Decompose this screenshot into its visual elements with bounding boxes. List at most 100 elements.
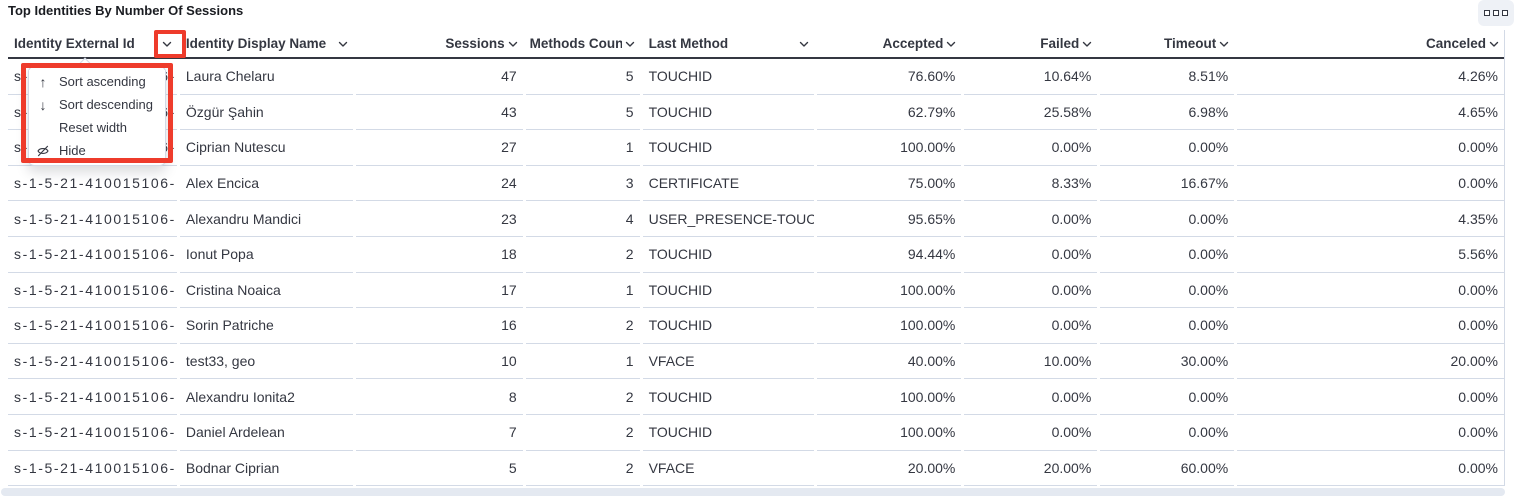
cell-failed[interactable]: 0.00%	[964, 379, 1098, 415]
cell-last_method[interactable]: VFACE	[642, 344, 815, 380]
cell-methods_count[interactable]: 1	[525, 130, 640, 166]
column-header-methods-count[interactable]: Methods Count	[526, 30, 640, 57]
cell-methods_count[interactable]: 1	[525, 273, 640, 309]
cell-failed[interactable]: 0.00%	[964, 308, 1098, 344]
cell-identity_display_name[interactable]: Ionut Popa	[179, 237, 353, 273]
cell-identity_external_id[interactable]: s-1-5-21-410015106-	[8, 415, 177, 451]
column-header-accepted[interactable]: Accepted	[817, 30, 961, 57]
cell-identity_external_id[interactable]: s-1-5-21-410015106-	[8, 344, 177, 380]
cell-accepted[interactable]: 100.00%	[817, 415, 962, 451]
cell-methods_count[interactable]: 2	[525, 415, 640, 451]
cell-methods_count[interactable]: 5	[525, 59, 640, 95]
chevron-down-icon[interactable]	[1488, 38, 1500, 50]
chevron-down-icon[interactable]	[624, 38, 636, 50]
cell-sessions[interactable]: 10	[355, 344, 523, 380]
chevron-down-icon[interactable]	[798, 38, 810, 50]
cell-identity_external_id[interactable]: s-1-5-21-410015106-	[8, 273, 177, 309]
cell-last_method[interactable]: TOUCHID	[642, 237, 815, 273]
cell-identity_external_id[interactable]: s-1-5-21-410015106-	[8, 201, 177, 237]
cell-identity_display_name[interactable]: Bodnar Ciprian	[179, 451, 353, 487]
cell-timeout[interactable]: 6.98%	[1100, 95, 1235, 131]
cell-canceled[interactable]: 0.00%	[1237, 415, 1504, 451]
cell-failed[interactable]: 0.00%	[964, 237, 1098, 273]
menu-item-sort-descending[interactable]: ↓ Sort descending	[29, 93, 165, 116]
cell-accepted[interactable]: 100.00%	[817, 308, 962, 344]
cell-failed[interactable]: 0.00%	[964, 130, 1098, 166]
cell-identity_external_id[interactable]: s-1-5-21-410015106-	[8, 308, 177, 344]
cell-canceled[interactable]: 0.00%	[1237, 308, 1504, 344]
cell-timeout[interactable]: 0.00%	[1100, 415, 1235, 451]
cell-failed[interactable]: 0.00%	[964, 415, 1098, 451]
cell-timeout[interactable]: 0.00%	[1100, 273, 1235, 309]
cell-last_method[interactable]: CERTIFICATE	[642, 166, 815, 202]
cell-timeout[interactable]: 30.00%	[1100, 344, 1235, 380]
cell-failed[interactable]: 8.33%	[964, 166, 1098, 202]
cell-sessions[interactable]: 23	[355, 201, 523, 237]
menu-item-reset-width[interactable]: Reset width	[29, 116, 165, 139]
chevron-down-icon[interactable]	[507, 38, 519, 50]
cell-last_method[interactable]: TOUCHID	[642, 130, 815, 166]
cell-failed[interactable]: 10.00%	[964, 344, 1098, 380]
cell-identity_external_id[interactable]: s-1-5-21-410015106-	[8, 451, 177, 487]
cell-methods_count[interactable]: 2	[525, 237, 640, 273]
cell-canceled[interactable]: 0.00%	[1237, 379, 1504, 415]
cell-last_method[interactable]: TOUCHID	[642, 379, 815, 415]
menu-item-sort-ascending[interactable]: ↑ Sort ascending	[29, 70, 165, 93]
cell-timeout[interactable]: 8.51%	[1100, 59, 1235, 95]
cell-last_method[interactable]: USER_PRESENCE-TOUC	[642, 201, 815, 237]
chevron-down-icon[interactable]	[945, 38, 957, 50]
cell-failed[interactable]: 0.00%	[964, 273, 1098, 309]
cell-identity_display_name[interactable]: Alexandru Ionita2	[179, 379, 353, 415]
cell-timeout[interactable]: 0.00%	[1100, 201, 1235, 237]
cell-accepted[interactable]: 40.00%	[817, 344, 962, 380]
cell-last_method[interactable]: TOUCHID	[642, 273, 815, 309]
cell-sessions[interactable]: 43	[355, 95, 523, 131]
cell-last_method[interactable]: TOUCHID	[642, 308, 815, 344]
cell-failed[interactable]: 0.00%	[964, 201, 1098, 237]
cell-methods_count[interactable]: 1	[525, 344, 640, 380]
cell-identity_external_id[interactable]: s-1-5-21-410015106-	[8, 166, 177, 202]
cell-methods_count[interactable]: 4	[525, 201, 640, 237]
cell-canceled[interactable]: 5.56%	[1237, 237, 1504, 273]
cell-canceled[interactable]: 0.00%	[1237, 451, 1504, 487]
cell-sessions[interactable]: 17	[355, 273, 523, 309]
horizontal-scrollbar[interactable]	[1, 488, 1505, 496]
cell-identity_display_name[interactable]: Laura Chelaru	[179, 59, 353, 95]
cell-identity_display_name[interactable]: Sorin Patriche	[179, 308, 353, 344]
cell-last_method[interactable]: TOUCHID	[642, 59, 815, 95]
cell-accepted[interactable]: 95.65%	[817, 201, 962, 237]
cell-canceled[interactable]: 4.65%	[1237, 95, 1504, 131]
cell-last_method[interactable]: TOUCHID	[642, 415, 815, 451]
cell-accepted[interactable]: 62.79%	[817, 95, 962, 131]
column-header-identity-display-name[interactable]: Identity Display Name	[180, 30, 353, 57]
cell-timeout[interactable]: 0.00%	[1100, 237, 1235, 273]
menu-item-hide[interactable]: Hide	[29, 139, 165, 162]
cell-identity_display_name[interactable]: test33, geo	[179, 344, 353, 380]
chevron-down-icon[interactable]	[1081, 38, 1093, 50]
column-header-failed[interactable]: Failed	[964, 30, 1097, 57]
cell-methods_count[interactable]: 3	[525, 166, 640, 202]
cell-timeout[interactable]: 0.00%	[1100, 308, 1235, 344]
cell-sessions[interactable]: 8	[355, 379, 523, 415]
cell-canceled[interactable]: 0.00%	[1237, 273, 1504, 309]
chevron-down-icon[interactable]	[161, 38, 173, 50]
cell-identity_display_name[interactable]: Özgür Şahin	[179, 95, 353, 131]
cell-timeout[interactable]: 0.00%	[1100, 130, 1235, 166]
column-header-timeout[interactable]: Timeout	[1100, 30, 1234, 57]
cell-last_method[interactable]: TOUCHID	[642, 95, 815, 131]
cell-identity_external_id[interactable]: s-1-5-21-410015106-	[8, 379, 177, 415]
column-header-sessions[interactable]: Sessions	[356, 30, 523, 57]
panel-options-button[interactable]	[1478, 0, 1514, 26]
cell-accepted[interactable]: 76.60%	[817, 59, 962, 95]
cell-identity_display_name[interactable]: Alex Encica	[179, 166, 353, 202]
cell-timeout[interactable]: 16.67%	[1100, 166, 1235, 202]
cell-last_method[interactable]: VFACE	[642, 451, 815, 487]
cell-accepted[interactable]: 94.44%	[817, 237, 962, 273]
cell-timeout[interactable]: 60.00%	[1100, 451, 1235, 487]
chevron-down-icon[interactable]	[1218, 38, 1230, 50]
cell-sessions[interactable]: 16	[355, 308, 523, 344]
cell-accepted[interactable]: 100.00%	[817, 379, 962, 415]
cell-sessions[interactable]: 27	[355, 130, 523, 166]
cell-methods_count[interactable]: 2	[525, 379, 640, 415]
cell-accepted[interactable]: 100.00%	[817, 130, 962, 166]
